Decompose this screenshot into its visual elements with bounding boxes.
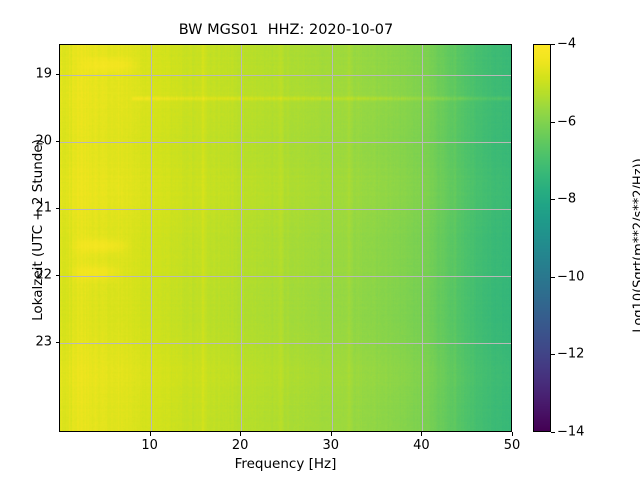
x-tick-3 — [421, 432, 422, 436]
y-tick-label-3: 22 — [35, 267, 52, 283]
x-tick-label-2: 30 — [322, 438, 340, 453]
y-tick-2 — [55, 208, 59, 209]
y-tick-4 — [55, 342, 59, 343]
colorbar-tick-label-2: −8 — [557, 191, 577, 207]
y-tick-label-0: 19 — [35, 66, 52, 82]
colorbar-tick-label-3: −10 — [557, 269, 585, 285]
x-tick-4 — [512, 432, 513, 436]
x-tick-label-4: 50 — [503, 438, 521, 453]
colorbar-tick-0 — [551, 44, 555, 45]
x-tick-1 — [240, 432, 241, 436]
colorbar-tick-1 — [551, 122, 555, 123]
x-tick-2 — [331, 432, 332, 436]
colorbar-tick-4 — [551, 354, 555, 355]
y-tick-label-4: 23 — [35, 334, 52, 350]
y-tick-0 — [55, 74, 59, 75]
spectrogram-axes — [59, 44, 512, 432]
colorbar-gradient — [534, 45, 550, 431]
y-tick-3 — [55, 275, 59, 276]
colorbar-tick-5 — [551, 432, 555, 433]
x-tick-label-1: 20 — [231, 438, 249, 453]
page-title: BW MGS01 HHZ: 2020-10-07 — [178, 22, 394, 38]
colorbar-label: Log10(Sqrt(m**2/s**2/Hz)) — [631, 158, 640, 333]
y-tick-label-1: 20 — [35, 133, 52, 149]
x-tick-label-3: 40 — [413, 438, 430, 453]
colorbar-tick-label-1: −6 — [557, 114, 577, 130]
colorbar-tick-label-4: −12 — [557, 346, 585, 362]
y-axis-label: Lokalzeit (UTC + 2 Stunde) — [30, 139, 46, 321]
colorbar-tick-2 — [551, 199, 555, 200]
colorbar — [533, 44, 551, 432]
colorbar-tick-label-0: −4 — [557, 36, 577, 52]
colorbar-tick-3 — [551, 277, 555, 278]
x-tick-label-0: 10 — [141, 438, 158, 453]
x-axis-label: Frequency [Hz] — [234, 456, 337, 472]
y-tick-label-2: 21 — [35, 200, 52, 216]
colorbar-tick-label-5: −14 — [557, 424, 585, 440]
y-tick-1 — [55, 141, 59, 142]
spectrogram-image — [60, 45, 511, 431]
x-tick-0 — [150, 432, 151, 436]
